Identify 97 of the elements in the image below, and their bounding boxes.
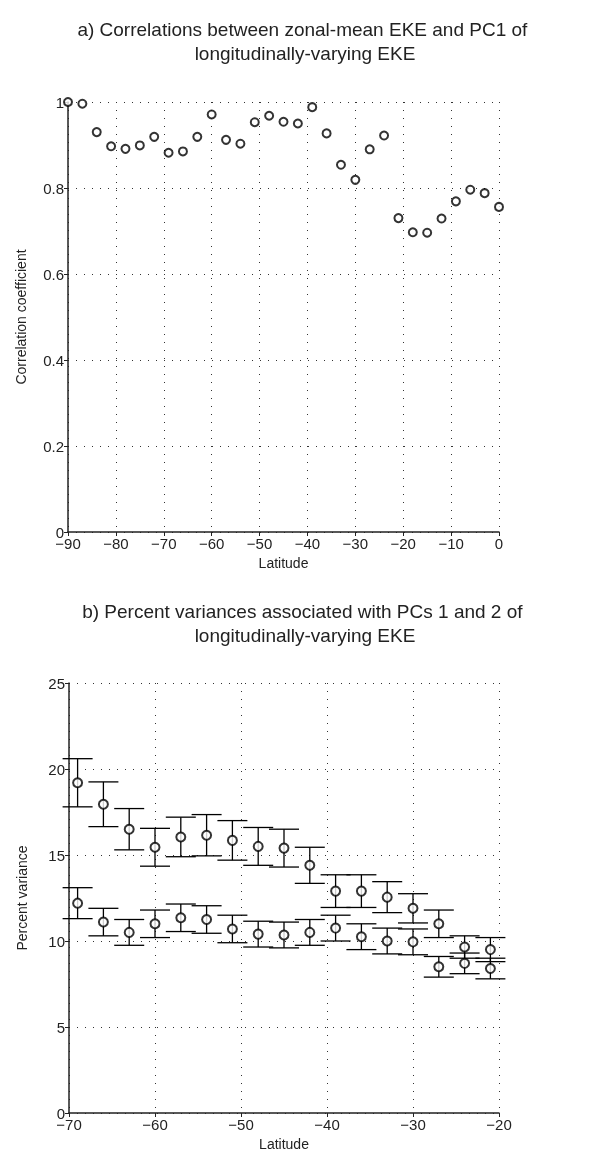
x-tick-label: −70 (151, 535, 177, 552)
point (63, 97, 73, 107)
x-tick-label: −30 (400, 1116, 426, 1133)
point (355, 931, 367, 943)
point (149, 918, 161, 930)
point (335, 159, 346, 170)
y-tick-label: 15 (48, 846, 65, 864)
point (407, 936, 419, 948)
y-tick-label: 0 (55, 523, 64, 541)
x-axis-title: Latitude (259, 1135, 310, 1152)
x-tick-label: −30 (342, 535, 369, 552)
point (393, 213, 404, 224)
point (278, 116, 289, 127)
x-tick-label: −50 (228, 1116, 254, 1133)
point (436, 213, 447, 224)
y-tick-label: 5 (56, 1018, 65, 1036)
point (91, 127, 102, 138)
point (226, 834, 238, 846)
point (459, 941, 471, 953)
point (226, 923, 238, 935)
point (72, 897, 84, 909)
point (330, 885, 342, 897)
point (278, 842, 290, 854)
point (206, 109, 217, 120)
point (407, 227, 418, 238)
chart-title: b) Percent variances associated with PCs 1 and 2 of longitudinally-varying EKE (82, 600, 528, 646)
point (330, 922, 342, 934)
point (379, 130, 390, 141)
point (97, 798, 109, 810)
y-tick-label: 0.8 (43, 179, 64, 197)
point (134, 140, 145, 151)
point (192, 131, 203, 142)
y-tick-label: 20 (48, 760, 65, 778)
point (304, 859, 316, 871)
point (321, 128, 332, 139)
point (304, 926, 316, 938)
y-tick-label: 0.2 (43, 437, 64, 455)
y-tick-label: 0.4 (43, 351, 64, 369)
point (484, 963, 496, 975)
point (450, 196, 461, 207)
y-axis-title: Percent variance (14, 845, 30, 951)
x-tick-label: −60 (142, 1116, 168, 1133)
point (221, 134, 232, 145)
point (123, 823, 135, 835)
point (120, 143, 131, 154)
point (479, 188, 490, 199)
point (235, 138, 246, 149)
point (252, 840, 264, 852)
point (433, 918, 445, 930)
point (350, 174, 361, 185)
point (97, 916, 109, 928)
point (381, 891, 393, 903)
point (252, 928, 264, 940)
point (465, 184, 476, 195)
x-tick-label: −40 (314, 1116, 340, 1133)
point (264, 110, 275, 121)
point (381, 935, 393, 947)
x-tick-label: −20 (390, 535, 416, 552)
x-tick-label: −60 (198, 535, 225, 552)
point (149, 841, 161, 853)
point (201, 914, 213, 925)
point (422, 227, 433, 238)
point (249, 117, 260, 128)
point (175, 912, 187, 924)
point (292, 118, 303, 129)
y-tick-label: 0 (56, 1104, 65, 1122)
point (177, 146, 188, 157)
point (72, 777, 84, 789)
x-tick-label: −40 (294, 535, 321, 552)
point (433, 961, 445, 973)
x-tick-label: −50 (246, 535, 273, 552)
x-tick-label: −80 (103, 535, 129, 552)
point (278, 929, 290, 941)
point (175, 831, 187, 843)
point (163, 147, 174, 158)
point (459, 957, 471, 969)
x-tick-label: −20 (486, 1116, 512, 1133)
point (355, 885, 367, 897)
y-tick-label: 25 (48, 674, 65, 692)
x-tick-label: 0 (494, 535, 504, 552)
point (201, 829, 213, 841)
chart-title: a) Correlations between zonal-mean EKE and PC1 of longitudinally-varying EKE (77, 18, 533, 64)
y-tick-label: 10 (48, 932, 65, 950)
point (484, 944, 496, 956)
x-axis-title: Latitude (258, 554, 309, 571)
y-axis-title: Correlation coefficient (13, 249, 29, 385)
point (106, 141, 117, 152)
point (77, 98, 88, 109)
point (307, 102, 318, 113)
point (407, 902, 419, 914)
x-tick-label: −10 (438, 535, 464, 552)
point (494, 201, 504, 212)
point (123, 926, 135, 938)
y-tick-label: 0.6 (43, 265, 64, 283)
point (364, 144, 375, 155)
y-tick-label: 1 (55, 93, 64, 111)
point (149, 131, 160, 142)
